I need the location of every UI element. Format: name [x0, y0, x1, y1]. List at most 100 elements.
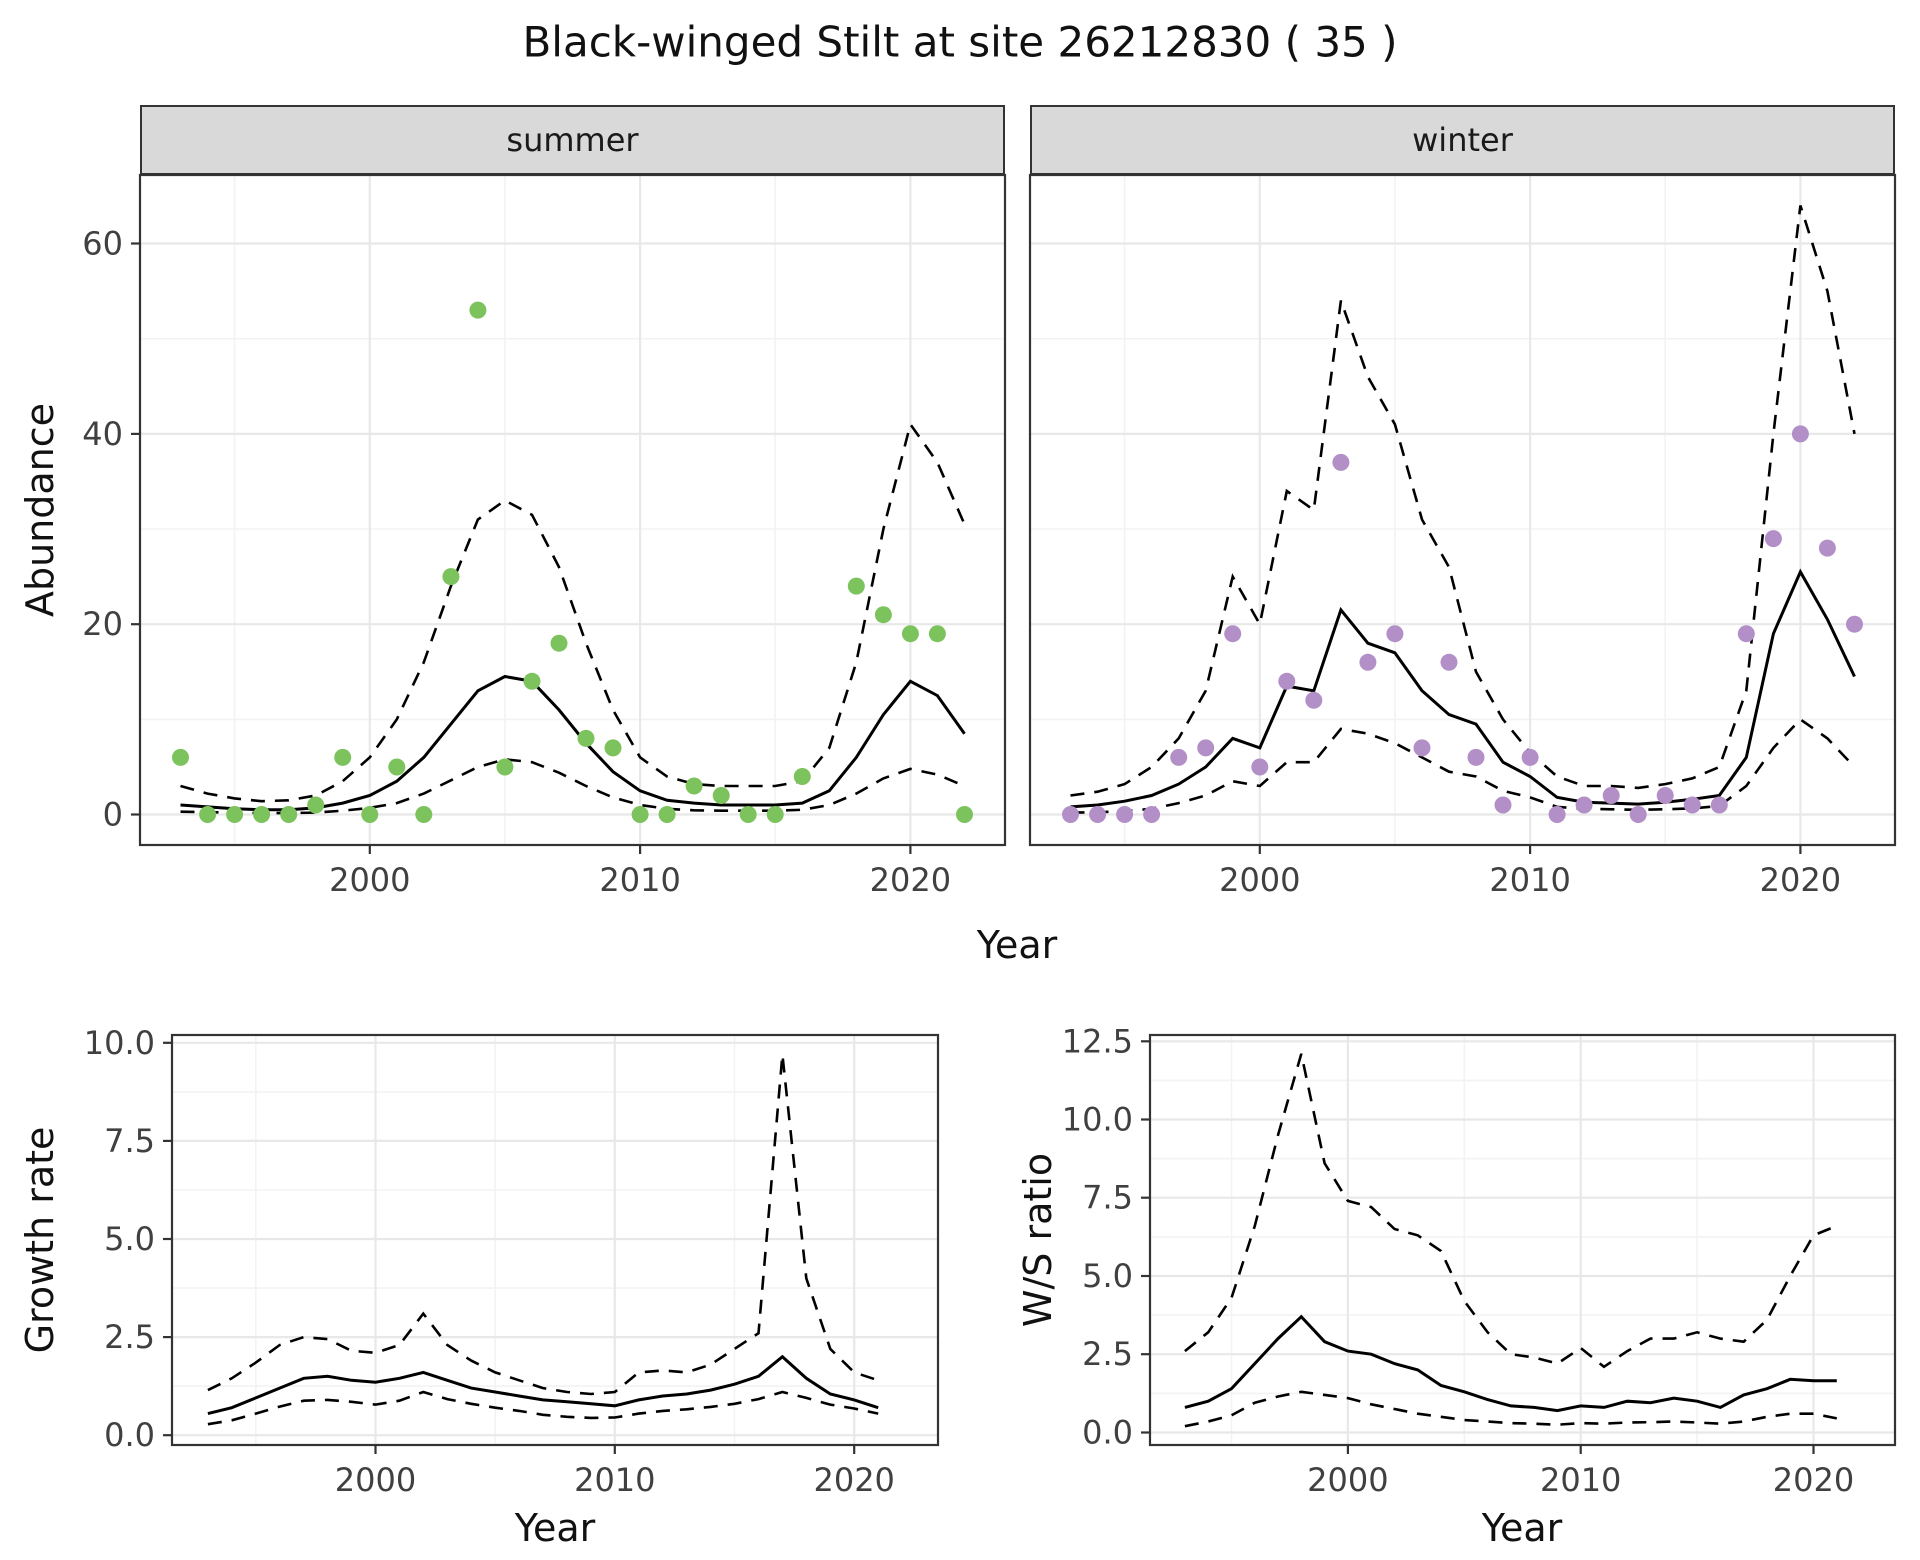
- growth-y-tick-label: 2.5: [104, 1318, 155, 1356]
- ws-y-tick-label: 5.0: [1082, 1257, 1133, 1295]
- summer-observation-point: [577, 729, 595, 747]
- facet-strip-winter-label: winter: [1412, 121, 1513, 159]
- summer-panel-border: [138, 173, 1007, 847]
- summer-observation-point: [658, 806, 676, 823]
- winter-observation-point: [1143, 806, 1161, 823]
- winter-observation-point: [1575, 796, 1593, 814]
- x-axis-label-year-ws: Year: [1481, 1506, 1563, 1550]
- summer-observation-point: [874, 606, 892, 624]
- ws-y-tick-label: 2.5: [1082, 1335, 1133, 1373]
- summer-observation-point: [793, 768, 811, 785]
- y-axis-label-ws-ratio: W/S ratio: [1016, 1152, 1060, 1328]
- winter-observation-point: [1251, 758, 1269, 776]
- summer-observation-point: [280, 806, 298, 823]
- winter-observation-point: [1846, 615, 1863, 633]
- ws-y-tick-label: 12.5: [1062, 1022, 1133, 1060]
- winter-observation-point: [1359, 653, 1377, 671]
- winter-upper-ci-line: [1070, 205, 1856, 797]
- summer-x-tick-label: 2000: [329, 861, 410, 899]
- growth-y-tick-label: 0.0: [104, 1416, 155, 1454]
- summer-observation-point: [956, 806, 973, 823]
- summer-y-tick-label: 40: [82, 415, 123, 453]
- growth-y-tick-label: 5.0: [104, 1220, 155, 1258]
- summer-observation-point: [388, 758, 406, 776]
- winter-observation-point: [1386, 625, 1404, 643]
- winter-observation-point: [1332, 453, 1350, 471]
- ws-y-tick-label: 10.0: [1062, 1101, 1133, 1139]
- summer-observation-point: [550, 634, 568, 652]
- summer-observation-point: [631, 806, 649, 823]
- summer-observation-point: [604, 739, 622, 757]
- ws-y-tick-label: 0.0: [1082, 1414, 1133, 1452]
- winter-observation-point: [1305, 691, 1323, 709]
- growth-x-tick-label: 2000: [335, 1461, 416, 1499]
- growth-y-tick-label: 7.5: [104, 1122, 155, 1160]
- facet-strip-summer: summer: [140, 105, 1005, 175]
- winter-observation-point: [1413, 739, 1431, 757]
- winter-observation-point: [1494, 796, 1512, 814]
- summer-observation-point: [901, 625, 919, 643]
- winter-observation-point: [1629, 806, 1647, 823]
- growth-lower-ci-line: [207, 1390, 879, 1426]
- winter-observation-point: [1764, 530, 1782, 548]
- winter-observation-point: [1548, 806, 1566, 823]
- summer-fit-line: [180, 674, 966, 812]
- summer-observation-point: [307, 796, 325, 814]
- growth-upper-ci-line: [207, 1054, 879, 1396]
- ws-x-tick-label: 2000: [1307, 1461, 1388, 1499]
- winter-observation-point: [1683, 796, 1701, 814]
- winter-panel-border: [1028, 173, 1897, 847]
- summer-observation-point: [739, 806, 757, 823]
- ws-fit-line: [1184, 1314, 1837, 1413]
- summer-upper-ci-line: [180, 421, 966, 803]
- winter-x-tick-label: 2000: [1219, 861, 1300, 899]
- summer-observation-point: [469, 301, 487, 319]
- summer-observation-point: [712, 787, 730, 804]
- winter-observation-point: [1737, 625, 1755, 643]
- winter-observation-point: [1656, 787, 1674, 804]
- growth-y-tick-label: 10.0: [84, 1024, 155, 1062]
- summer-y-tick-label: 0: [103, 796, 123, 834]
- summer-observation-point: [685, 777, 703, 795]
- winter-x-tick-label: 2010: [1489, 861, 1570, 899]
- winter-observation-point: [1521, 748, 1539, 766]
- ws-y-tick-label: 7.5: [1082, 1179, 1133, 1217]
- ws-upper-ci-line: [1184, 1053, 1838, 1369]
- winter-observation-point: [1818, 539, 1836, 557]
- growth-fit-line: [207, 1354, 879, 1416]
- y-axis-label-growth-rate: Growth rate: [18, 1126, 62, 1354]
- x-axis-label-year-growth: Year: [514, 1506, 596, 1550]
- winter-observation-point: [1089, 806, 1107, 823]
- summer-observation-point: [766, 806, 784, 823]
- summer-observation-point: [496, 758, 514, 776]
- summer-x-tick-label: 2010: [599, 861, 680, 899]
- summer-observation-point: [523, 672, 541, 690]
- summer-observation-point: [415, 806, 433, 823]
- winter-observation-point: [1710, 796, 1728, 814]
- summer-y-tick-label: 60: [82, 225, 123, 263]
- plot-title: Black-winged Stilt at site 26212830 ( 35…: [522, 17, 1398, 67]
- winter-x-tick-label: 2020: [1760, 861, 1841, 899]
- summer-observation-point: [361, 806, 379, 823]
- winter-observation-point: [1602, 787, 1620, 804]
- winter-observation-point: [1467, 748, 1485, 766]
- facet-strip-winter: winter: [1030, 105, 1895, 175]
- summer-observation-point: [172, 748, 189, 766]
- summer-lower-ci-line: [180, 757, 966, 815]
- growth-x-tick-label: 2020: [813, 1461, 894, 1499]
- ws-x-tick-label: 2020: [1773, 1461, 1854, 1499]
- y-axis-label-abundance: Abundance: [18, 402, 62, 618]
- winter-observation-point: [1224, 625, 1242, 643]
- summer-y-tick-label: 20: [82, 605, 123, 643]
- x-axis-label-year-top: Year: [976, 923, 1058, 967]
- summer-observation-point: [226, 806, 244, 823]
- summer-observation-point: [928, 625, 946, 643]
- winter-observation-point: [1116, 806, 1134, 823]
- summer-x-tick-label: 2020: [870, 861, 951, 899]
- winter-observation-point: [1278, 672, 1296, 690]
- ws-panel-border: [1148, 1033, 1897, 1447]
- winter-fit-line: [1070, 568, 1856, 809]
- winter-observation-point: [1062, 806, 1079, 823]
- winter-observation-point: [1440, 653, 1458, 671]
